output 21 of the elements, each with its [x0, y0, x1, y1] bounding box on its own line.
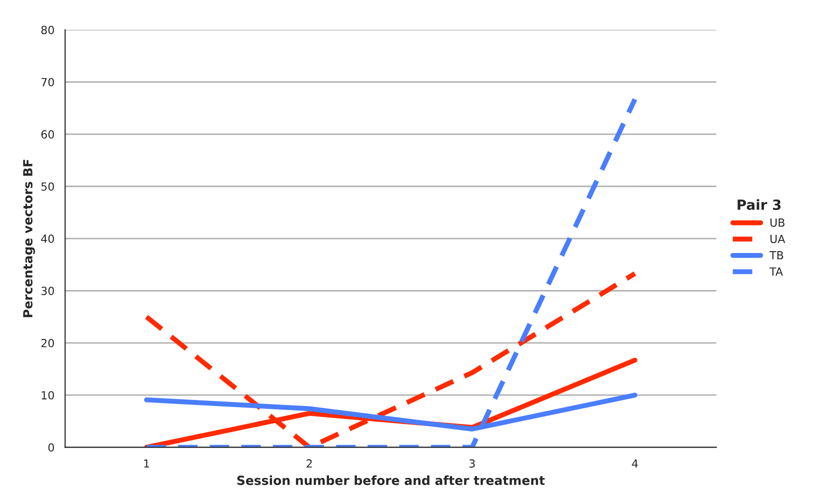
x-tick-label: 4: [632, 459, 638, 468]
y-tick-label: 50: [41, 182, 54, 191]
y-tick-label: 30: [41, 286, 54, 296]
x-tick-label: 3: [469, 459, 475, 468]
legend-label: UB: [770, 218, 784, 227]
y-tick-label: 70: [41, 78, 54, 86]
y-tick-label: 20: [41, 338, 54, 348]
x-tick-label: 2: [306, 459, 312, 468]
line-series: [144, 271, 638, 448]
y-tick-label: 0: [48, 443, 54, 452]
legend-title: Pair 3: [738, 199, 781, 210]
y-tick-label: 80: [41, 26, 54, 34]
legend-label: TA: [769, 267, 783, 276]
legend-label: TB: [769, 251, 784, 260]
x-tick-label: 1: [144, 459, 150, 468]
x-axis-title: Session number before and after treatment: [237, 475, 545, 486]
y-tick-label: 10: [42, 391, 54, 400]
legend-label: UA: [770, 234, 786, 244]
y-axis-title: Percentage vectors BF: [23, 160, 36, 318]
y-tick-label: 40: [41, 234, 54, 243]
y-tick-label: 60: [41, 130, 54, 139]
